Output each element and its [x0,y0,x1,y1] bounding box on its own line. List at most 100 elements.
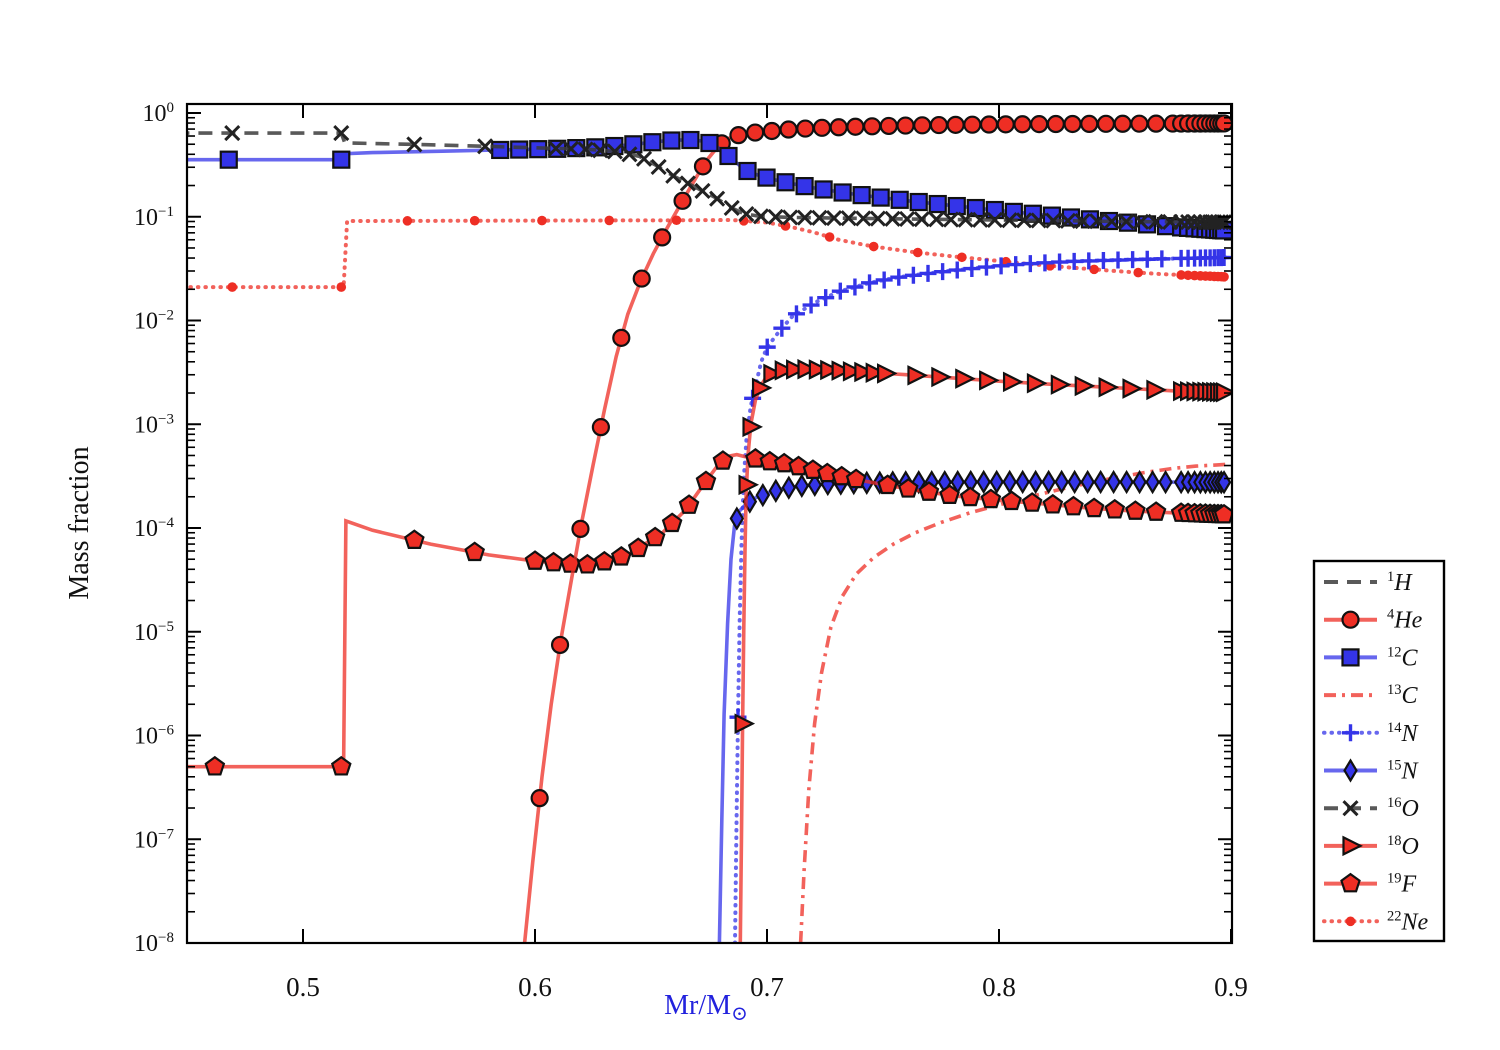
4He-marker [1341,610,1360,629]
y-tick-label: 10−7 [134,826,174,853]
14N-marker [1109,251,1127,269]
legend-item-19F: 19F [1324,871,1417,898]
14N-marker [773,319,791,337]
4He-marker [693,157,713,176]
15N-marker [1041,469,1056,495]
19F-marker [802,459,824,479]
15N-marker [1145,469,1160,495]
15N-marker [1343,758,1358,783]
16O-marker [738,206,755,223]
14N-marker [948,261,966,279]
19F-marker [594,550,615,571]
16O-marker [782,209,799,226]
12C-marker [643,133,662,152]
18O-marker [774,360,796,381]
plot-border [185,102,1234,945]
22Ne-marker [402,216,413,226]
legend-label-symbol: He [1393,608,1422,634]
legend-label-symbol: H [1393,570,1413,596]
18O-marker [854,361,875,383]
15N-marker [1015,469,1030,495]
16O-marker [972,211,989,228]
14N-marker [1153,250,1171,268]
22Ne-marker [1176,270,1186,280]
16O-marker [723,199,740,217]
4He-marker [812,118,832,137]
axes-layer: 0.5 0.6 0.7 0.8 0.9 100 10−1 10−2 10−3 10−4 10−5 10… [134,100,1248,1002]
18O-marker [955,368,976,389]
y-tick-label: 10−6 [134,723,174,750]
legend-item-14N: 14N [1322,720,1420,747]
12C-marker [738,161,757,181]
legend-label-symbol: N [1401,759,1420,785]
14N-marker [1007,256,1025,274]
19F-marker [980,488,1002,509]
22Ne-marker [824,232,835,242]
19F-marker [918,481,940,501]
14N-marker [1036,254,1054,272]
19F-marker [1083,497,1105,518]
14N-marker [861,274,879,292]
18O-marker [797,358,818,380]
19F-marker [1021,492,1043,512]
4He-marker [913,116,932,135]
y-tick-label: 10−8 [134,930,174,957]
15N-marker [1080,469,1095,495]
15N-marker [1054,469,1069,495]
legend-box [1312,559,1446,943]
22Ne-marker [469,215,480,226]
18O-marker [1098,376,1120,398]
16O-marker [592,142,609,159]
19F-marker [661,512,683,533]
legend-label: 14N [1387,720,1420,747]
18O-marker [876,363,898,384]
x-tick-label: 0.9 [1214,972,1248,1002]
series-15N-line [717,480,1227,943]
y-tick-exponent: −7 [158,826,174,842]
14N-marker [1138,250,1156,268]
18O-marker [831,360,853,381]
16O-marker [752,208,770,225]
x-axis-label: Mr/M⊙ [664,990,748,1025]
16O-marker [1173,213,1190,231]
22Ne-marker [1089,264,1099,275]
15N-marker [1158,469,1173,495]
14N-marker [934,263,952,281]
4He-marker [796,119,815,138]
22Ne-marker [1345,916,1356,927]
18O-marker [734,713,756,734]
legend-label-sup: 22 [1387,908,1402,924]
4He-marker [1130,114,1149,133]
12C-marker [909,192,928,212]
series-18O [734,358,1232,943]
18O-marker [931,366,952,388]
series-22Ne-line [187,217,1229,290]
4He-marker [653,228,672,247]
14N-marker [1021,255,1039,273]
4He-marker [879,116,898,136]
legend-item-22Ne: 22Ne [1322,908,1429,935]
legend-label-symbol: Ne [1401,909,1429,935]
curves-layer [187,114,1232,943]
legend-label-sup: 4 [1387,607,1395,623]
legend-item-12C: 12C [1324,644,1419,671]
19F-marker [1125,500,1146,520]
4He-marker [1096,114,1116,133]
14N-marker [904,266,922,284]
15N-marker [1028,469,1043,495]
16O-marker [913,211,930,228]
4He-marker [1013,115,1032,134]
19F-marker [788,455,809,476]
15N-marker [755,482,771,508]
18O-marker [808,359,830,380]
19F-marker [204,755,226,776]
legend-label: 22Ne [1387,908,1429,935]
16O-marker [1147,213,1164,230]
y-axis-label: Mass fraction [64,446,95,599]
14N-marker [977,258,995,276]
19F-marker [524,550,546,570]
4He-marker [591,418,610,437]
15N-marker [1067,469,1082,495]
legend-label-sup: 13 [1387,682,1402,698]
